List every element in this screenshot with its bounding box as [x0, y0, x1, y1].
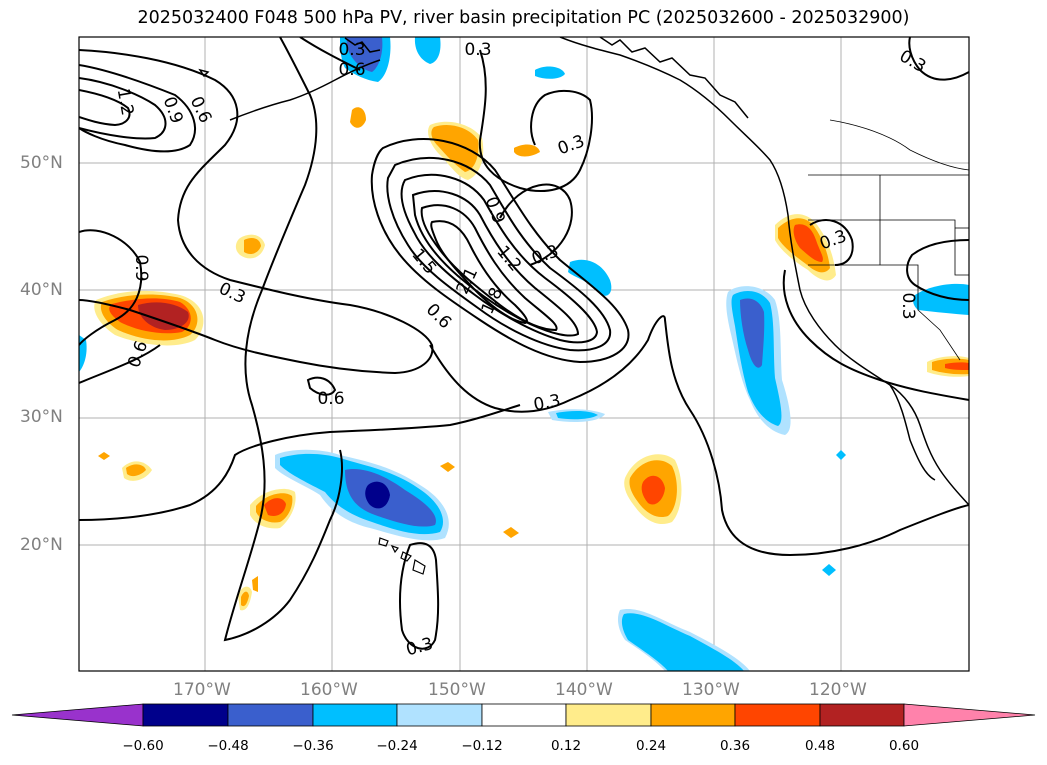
contour-label: 0.3: [555, 131, 587, 159]
colorbar-tick: −0.48: [207, 738, 249, 754]
colorbar-tick: 0.12: [550, 738, 582, 754]
contour-labels: 1.2 0.9 0.6 0.6 0.3 0.3 0.3 0.3 0.3 0.9 …: [113, 40, 929, 660]
contour-label: 1.2: [113, 87, 137, 117]
colorbar-tick: −0.12: [461, 738, 503, 754]
coastlines: [198, 37, 969, 506]
lon-label-160w: 160°W: [300, 680, 358, 700]
contour-label: 0.6: [186, 93, 216, 126]
contour-label: 0.6: [422, 300, 455, 333]
lon-label-140w: 140°W: [555, 680, 613, 700]
lon-label-150w: 150°W: [428, 680, 486, 700]
colorbar-swatch: [819, 703, 905, 727]
contour-label: 1.2: [492, 242, 525, 276]
colorbar-swatch: [734, 703, 821, 727]
colorbar-tick: −0.60: [122, 738, 164, 754]
precip-fills: [79, 37, 969, 671]
contour-label: 0.3: [817, 226, 849, 254]
contour-label: 0.3: [898, 292, 918, 319]
colorbar-extend-min: [11, 703, 144, 727]
colorbar-swatch: [142, 703, 229, 727]
pv-contours: [79, 37, 969, 650]
lat-label-20n: 20°N: [20, 535, 63, 555]
contour-label: 0.3: [529, 241, 561, 269]
colorbar-swatch: [481, 703, 567, 727]
lon-label-130w: 130°W: [682, 680, 740, 700]
graticule: [79, 37, 969, 671]
colorbar-tick: 0.48: [804, 738, 836, 754]
colorbar-swatch: [396, 703, 483, 727]
colorbar-swatch: [312, 703, 398, 727]
colorbar-swatch: [650, 703, 736, 727]
colorbar-extend-max: [903, 703, 1036, 727]
colorbar: [11, 703, 1036, 727]
contour-label: 0.3: [464, 40, 491, 60]
contour-label: 0.9: [481, 194, 509, 226]
map-frame: [78, 36, 970, 672]
state-borders: [808, 119, 969, 361]
contour-label: 0.3: [404, 634, 435, 660]
colorbar-swatch: [227, 703, 314, 727]
contour-label: 0.9: [159, 94, 187, 126]
contour-label: 0.6: [317, 389, 344, 409]
colorbar-tick: 0.36: [719, 738, 751, 754]
colorbar-swatch: [565, 703, 652, 727]
contour-label: 0.3: [532, 391, 562, 415]
lon-label-120w: 120°W: [809, 680, 867, 700]
hawaii-islands: [378, 537, 426, 575]
contour-label: 0.3: [338, 40, 365, 60]
lat-label-30n: 30°N: [20, 407, 63, 427]
lon-label-170w: 170°W: [173, 680, 231, 700]
lat-label-50n: 50°N: [20, 153, 63, 173]
chart-title: 2025032400 F048 500 hPa PV, river basin …: [137, 8, 910, 28]
colorbar-tick: −0.24: [376, 738, 418, 754]
lat-label-40n: 40°N: [20, 280, 63, 300]
colorbar-tick: 0.24: [635, 738, 667, 754]
contour-label: 0.6: [338, 60, 365, 80]
colorbar-tick: 0.60: [888, 738, 920, 754]
contour-label: 0.9: [131, 254, 151, 281]
colorbar-tick: −0.36: [292, 738, 334, 754]
